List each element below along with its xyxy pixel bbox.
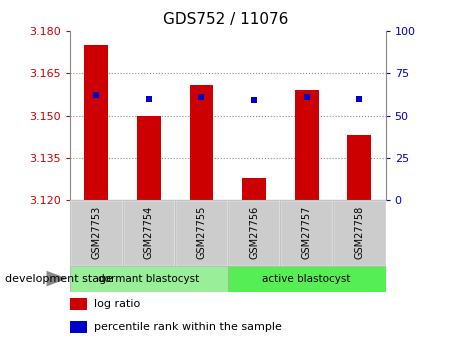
Point — [198, 94, 205, 100]
Bar — [281, 200, 333, 266]
Bar — [281, 200, 333, 266]
Bar — [70, 200, 123, 266]
Bar — [189, 85, 213, 200]
Bar — [175, 200, 228, 266]
Bar — [175, 200, 228, 266]
Bar — [123, 200, 175, 266]
Bar — [333, 200, 386, 266]
Bar — [137, 116, 161, 200]
Bar — [70, 200, 123, 266]
Text: development stage: development stage — [5, 274, 113, 284]
Text: GSM27756: GSM27756 — [249, 205, 259, 259]
Text: GSM27757: GSM27757 — [302, 205, 312, 259]
Bar — [347, 135, 371, 200]
Bar — [333, 200, 386, 266]
Point — [250, 98, 258, 103]
Polygon shape — [46, 271, 67, 286]
Text: log ratio: log ratio — [94, 299, 140, 309]
Text: GSM27754: GSM27754 — [144, 205, 154, 259]
Text: GDS752 / 11076: GDS752 / 11076 — [163, 12, 288, 27]
Point — [92, 92, 100, 98]
Text: active blastocyst: active blastocyst — [262, 274, 351, 284]
Text: dormant blastocyst: dormant blastocyst — [98, 274, 199, 284]
Bar — [228, 200, 281, 266]
Bar — [228, 266, 386, 292]
Point — [356, 96, 363, 101]
Bar — [84, 45, 108, 200]
Bar — [70, 298, 87, 310]
Bar — [242, 178, 266, 200]
Point — [303, 94, 310, 100]
Text: GSM27753: GSM27753 — [91, 205, 101, 259]
Text: GSM27755: GSM27755 — [197, 205, 207, 259]
Bar — [70, 321, 87, 333]
Bar — [295, 90, 318, 200]
Bar — [123, 200, 175, 266]
Bar — [70, 266, 228, 292]
Text: GSM27758: GSM27758 — [354, 205, 364, 259]
Point — [145, 96, 152, 101]
Bar — [228, 200, 281, 266]
Text: percentile rank within the sample: percentile rank within the sample — [94, 322, 281, 332]
